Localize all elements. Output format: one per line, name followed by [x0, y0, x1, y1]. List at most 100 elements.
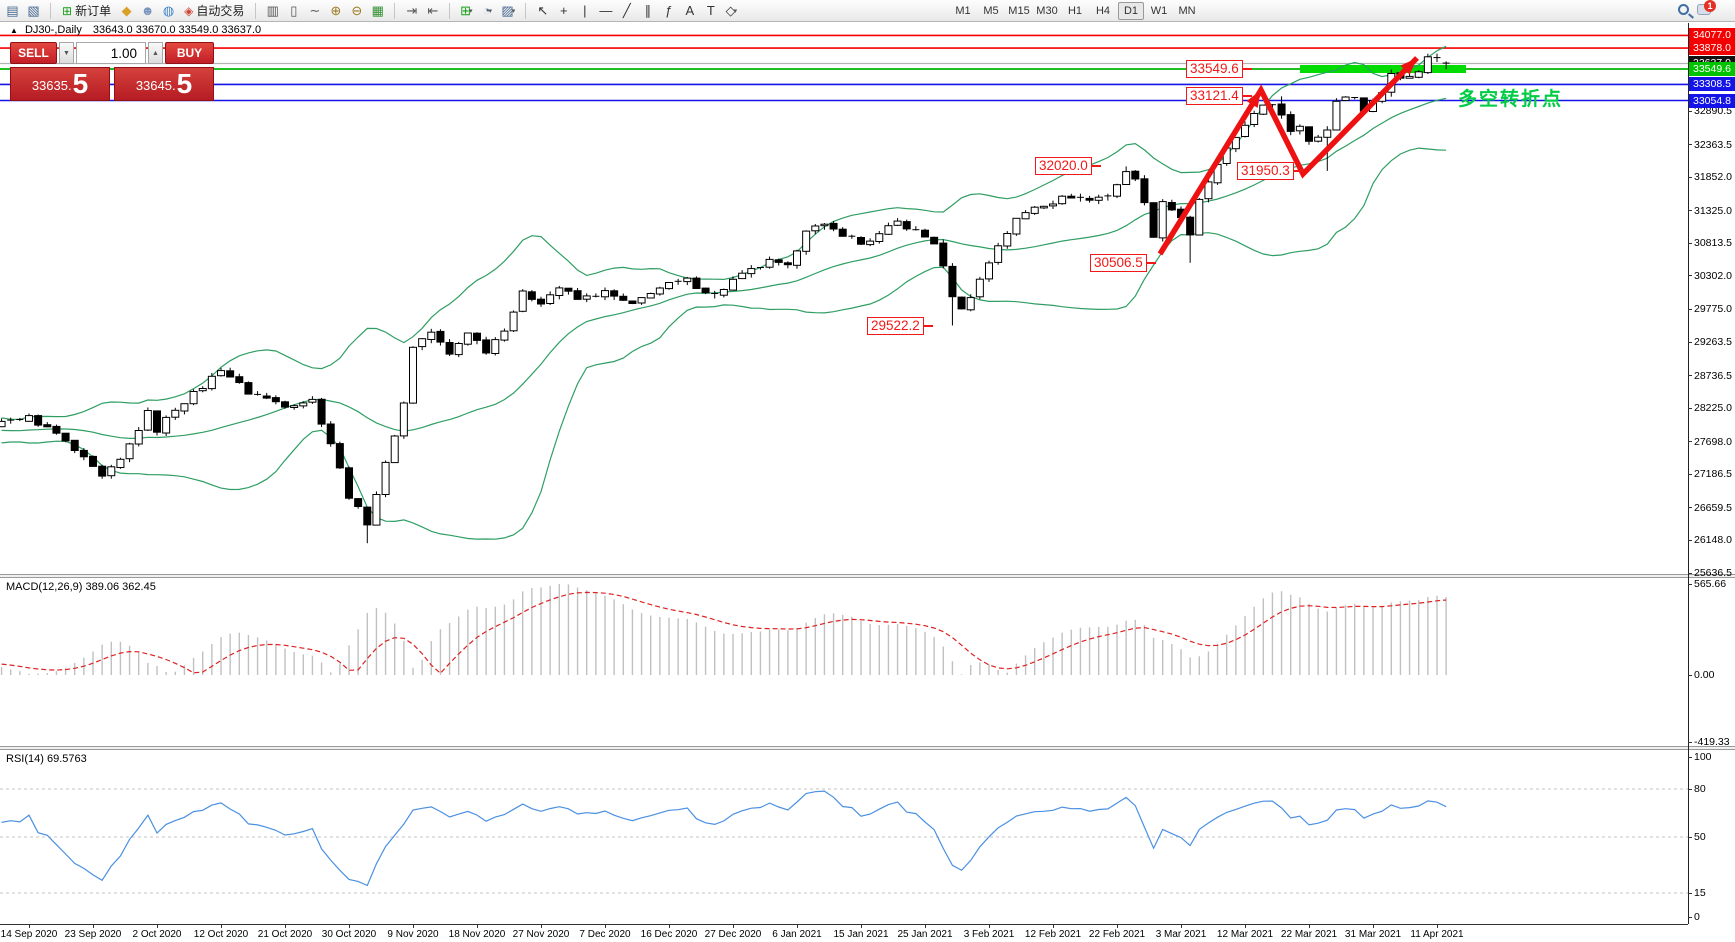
- market-watch-icon[interactable]: ▤: [6, 2, 19, 18]
- horizontal-line-icon[interactable]: —: [599, 3, 613, 18]
- timeframe-w1[interactable]: W1: [1150, 5, 1168, 17]
- timeframe-d1[interactable]: D1: [1118, 2, 1144, 20]
- volume-input[interactable]: [76, 42, 146, 64]
- strategy-tester-icon[interactable]: ▧: [27, 2, 40, 18]
- toolbar-separator: [519, 2, 527, 19]
- price-axis-tick: [1688, 144, 1692, 146]
- periods-icon[interactable]: ◔ ▾: [482, 3, 493, 18]
- price-annotation-31950.3[interactable]: 31950.3: [1237, 161, 1294, 180]
- price-annotation-32020.0[interactable]: 32020.0: [1035, 157, 1092, 176]
- date-label: 27 Nov 2020: [512, 929, 570, 940]
- chart-shift-icon[interactable]: ⇤: [427, 2, 439, 18]
- arrows-icon[interactable]: ◇ ▾: [725, 2, 738, 18]
- toolbar-right: 1: [1678, 0, 1716, 15]
- timeframe-h1[interactable]: H1: [1067, 5, 1083, 17]
- timeframe-m1[interactable]: M1: [955, 5, 971, 17]
- autotrading-button[interactable]: ◈ 自动交易: [184, 3, 245, 19]
- date-tick: [1437, 925, 1438, 928]
- price-axis-tick: [1688, 275, 1692, 277]
- price-axis-label: 29263.5: [1694, 336, 1732, 348]
- tile-windows-icon[interactable]: ▦: [371, 2, 384, 18]
- date-tick: [605, 925, 606, 928]
- price-annotation-29522.2[interactable]: 29522.2: [867, 316, 924, 335]
- date-label: 2 Oct 2020: [132, 929, 182, 940]
- macd-axis-label: 565.66: [1694, 578, 1727, 590]
- sell-price-big-digit: 5: [72, 68, 89, 99]
- date-tick: [797, 925, 798, 928]
- timeframe-h4[interactable]: H4: [1095, 5, 1111, 17]
- price-axis-tick: [1688, 407, 1692, 409]
- date-label: 22 Mar 2021: [1280, 929, 1338, 940]
- sell-price-box[interactable]: 33635. 5: [10, 67, 110, 101]
- volume-increase-button[interactable]: ▲: [148, 42, 163, 64]
- turning-point-annotation: 多空转折点: [1458, 89, 1564, 110]
- text-icon[interactable]: A: [685, 3, 695, 18]
- price-axis-label: 32363.5: [1694, 138, 1732, 151]
- toolbar-separator: [388, 2, 396, 19]
- trend-arrowhead: [1246, 90, 1261, 108]
- rsi-pane[interactable]: [0, 750, 1688, 924]
- trendline-icon[interactable]: ╱: [622, 2, 631, 18]
- bars-mode-icon[interactable]: ▥: [266, 2, 279, 18]
- notification-badge: 1: [1704, 0, 1716, 12]
- sell-price: 33635.: [31, 78, 72, 93]
- volume-decrease-button[interactable]: ▼: [59, 42, 74, 64]
- indicators-icon[interactable]: ⊞ ▾: [460, 2, 473, 18]
- notifications-icon[interactable]: 1: [1697, 0, 1716, 15]
- price-axis-label: 31852.0: [1694, 171, 1732, 184]
- channel-icon[interactable]: ∥: [644, 2, 652, 18]
- price-annotation-connector: [1092, 165, 1101, 168]
- macd-signal-line: [1, 591, 1447, 675]
- zoom-in-icon[interactable]: ⊕: [330, 2, 342, 18]
- price-axis-tick: [1688, 539, 1692, 541]
- timeframe-mn[interactable]: MN: [1178, 5, 1196, 17]
- cursor-icon[interactable]: ↖: [537, 2, 549, 18]
- price-axis-label: 31325.0: [1694, 204, 1732, 217]
- rsi-axis-label: 50: [1694, 831, 1706, 843]
- crosshair-icon[interactable]: +: [560, 3, 568, 18]
- bollinger-l: [1, 147, 1447, 540]
- chart-styler-icon[interactable]: ◆: [121, 2, 132, 18]
- new-order-button[interactable]: ⊞ 新订单: [62, 3, 112, 19]
- date-label: 31 Mar 2021: [1344, 929, 1402, 940]
- date-tick: [29, 925, 30, 928]
- price-annotation-33549.6[interactable]: 33549.6: [1186, 60, 1243, 79]
- price-axis-label: 32890.5: [1694, 105, 1732, 117]
- vertical-line-icon[interactable]: |: [583, 3, 587, 18]
- zoom-out-icon[interactable]: ⊖: [351, 2, 363, 18]
- date-tick: [925, 925, 926, 928]
- rsi-axis-tick: [1688, 916, 1692, 918]
- date-label: 27 Dec 2020: [704, 929, 762, 940]
- fibonacci-icon[interactable]: ƒ: [665, 3, 673, 18]
- date-label: 18 Nov 2020: [448, 929, 506, 940]
- one-click-collapse-icon[interactable]: ▲: [10, 26, 18, 35]
- macd-pane[interactable]: [0, 578, 1688, 748]
- timeframe-m15[interactable]: M15: [1008, 5, 1030, 17]
- line-mode-icon[interactable]: ∼: [309, 2, 321, 18]
- timeframe-m30[interactable]: M30: [1036, 5, 1058, 17]
- price-annotation-33121.4[interactable]: 33121.4: [1186, 87, 1243, 106]
- pane-separator[interactable]: [0, 574, 1735, 578]
- rsi-axis-label: 100: [1694, 751, 1712, 763]
- date-tick: [1181, 925, 1182, 928]
- pane-separator[interactable]: [0, 746, 1735, 750]
- price-annotation-30506.5[interactable]: 30506.5: [1090, 253, 1147, 272]
- signals-icon[interactable]: ◍: [162, 2, 175, 18]
- date-label: 3 Feb 2021: [963, 929, 1015, 940]
- templates-icon[interactable]: ▨ ▾: [501, 2, 516, 18]
- timeframe-m5[interactable]: M5: [983, 5, 999, 17]
- main-chart-pane[interactable]: [0, 23, 1688, 576]
- profiles-icon[interactable]: ☻: [140, 3, 155, 18]
- macd-axis-label: 0.00: [1694, 669, 1715, 681]
- date-tick: [733, 925, 734, 928]
- sell-button[interactable]: SELL: [10, 42, 57, 64]
- auto-scroll-icon[interactable]: ⇥: [406, 2, 418, 18]
- buy-price-box[interactable]: 33645. 5: [114, 67, 214, 101]
- text-label-icon[interactable]: T: [706, 3, 715, 18]
- date-tick: [157, 925, 158, 928]
- toolbar-icons: ▤ ▧ ⊞ 新订单 ◆ ☻ ◍ ◈ 自动交易 ▥ ▯ ∼ ⊕ ⊖ ▦ ⇥ ⇤ ⊞ ▾ ◔ ▾ ▨ ▾ ↖ + | — ╱ ∥ ƒ A T ◇ ▾: [2, 2, 742, 20]
- candles-mode-icon[interactable]: ▯: [290, 2, 298, 18]
- search-icon[interactable]: [1678, 3, 1689, 15]
- macd-axis-tick: [1688, 583, 1692, 585]
- buy-button[interactable]: BUY: [165, 42, 214, 64]
